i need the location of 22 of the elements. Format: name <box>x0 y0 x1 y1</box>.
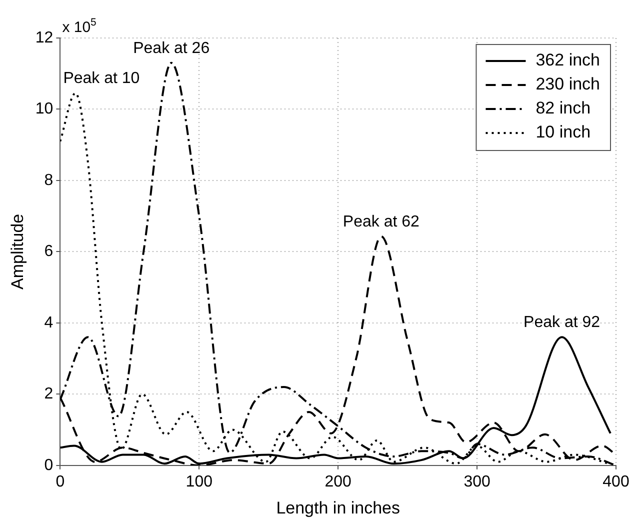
legend-label: 362 inch <box>536 50 600 70</box>
y-tick-label: 10 <box>35 100 54 118</box>
x-tick-label: 300 <box>464 473 490 490</box>
x-axis-title: Length in inches <box>276 498 400 518</box>
y-tick-label: 12 <box>35 29 54 46</box>
annotation: Peak at 62 <box>342 213 420 230</box>
y-tick-label: 6 <box>44 243 54 260</box>
legend-label: 10 inch <box>536 122 591 142</box>
annotation: Peak at 10 <box>63 70 140 88</box>
y-tick-label: 8 <box>44 172 54 189</box>
annotation: Peak at 26 <box>133 40 210 57</box>
x-tick-label: 400 <box>602 473 630 490</box>
legend-label: 82 inch <box>536 98 591 118</box>
legend-label: 230 inch <box>536 74 600 94</box>
x-tick-label: 100 <box>186 473 213 490</box>
annotation: Peak at 92 <box>524 314 600 332</box>
y-tick-label: 0 <box>44 456 54 474</box>
y-tick-label: 4 <box>44 314 54 332</box>
x-tick-label: 0 <box>56 473 65 490</box>
x-tick-label: 200 <box>324 473 352 490</box>
y-tick-label: 2 <box>44 386 54 403</box>
y-axis-title: Amplitude <box>8 214 27 290</box>
